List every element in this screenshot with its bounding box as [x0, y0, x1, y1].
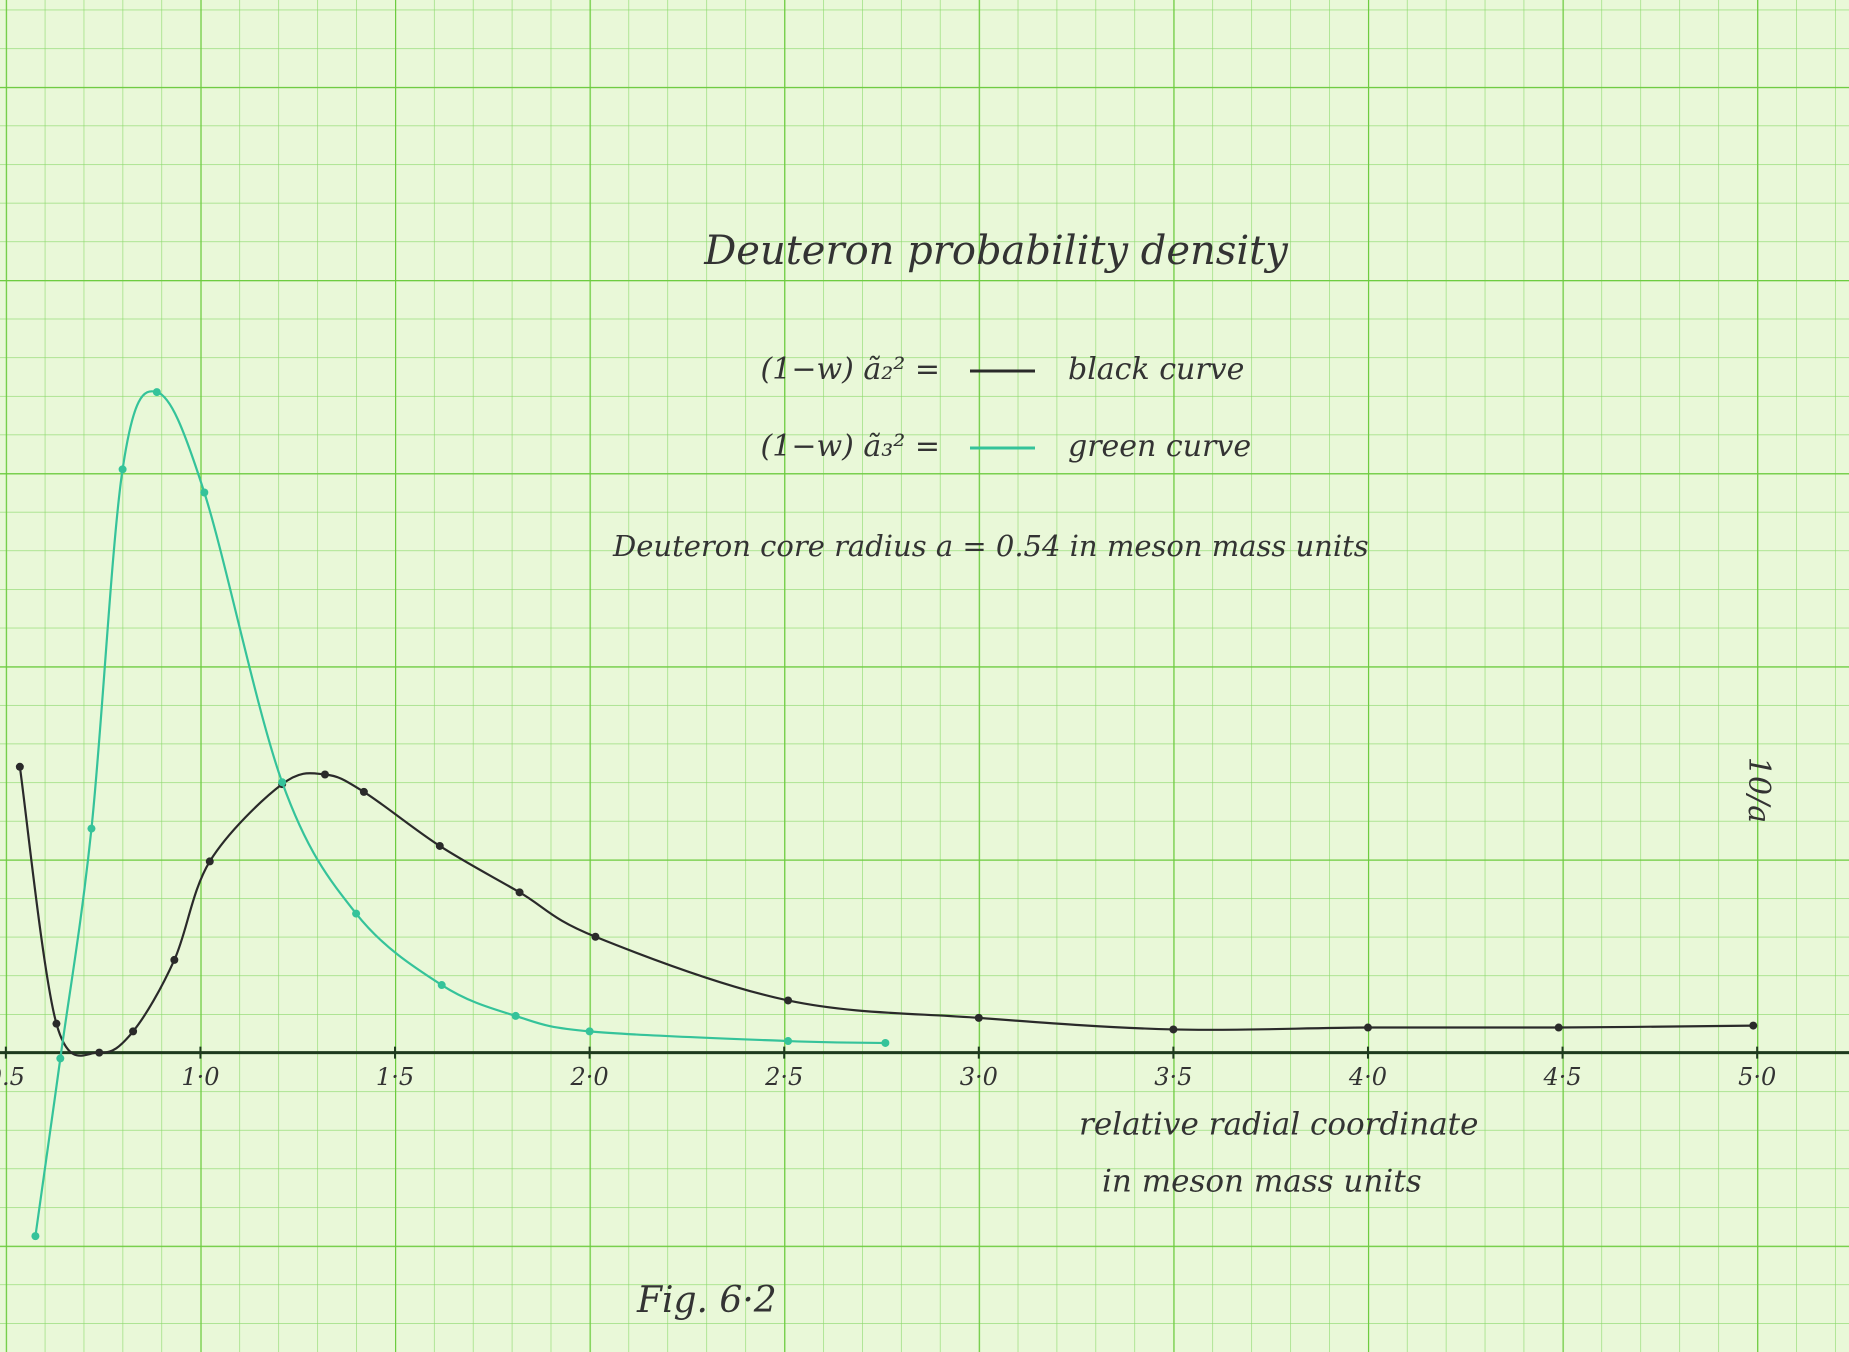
legend-name: (1−w) ã₃² = — [761, 429, 940, 464]
y-axis-label: 10/a — [1741, 757, 1776, 823]
data-point — [16, 763, 24, 771]
page: Deuteron probability density Deuteron co… — [0, 0, 1849, 1352]
data-point — [1169, 1025, 1177, 1033]
legend-label: black curve — [1068, 352, 1244, 387]
x-tick-label: 1·5 — [376, 1063, 414, 1091]
data-point — [1555, 1024, 1563, 1032]
data-point — [278, 778, 286, 786]
data-point — [31, 1232, 39, 1240]
data-point — [321, 771, 329, 779]
x-axis-label: in meson mass units — [1102, 1164, 1422, 1200]
data-point — [438, 981, 446, 989]
data-point — [1749, 1022, 1757, 1030]
data-point — [881, 1039, 889, 1047]
data-point — [436, 842, 444, 850]
legend-name: (1−w) ã₂² = — [761, 352, 940, 387]
data-point — [975, 1014, 983, 1022]
data-point — [206, 857, 214, 865]
data-point — [153, 388, 161, 396]
data-point — [170, 956, 178, 964]
data-point — [129, 1027, 137, 1035]
annotation: Deuteron core radius a = 0.54 in meson m… — [612, 529, 1369, 563]
legend-label: green curve — [1068, 429, 1251, 464]
data-point — [56, 1054, 64, 1062]
x-tick-label: 4·0 — [1348, 1063, 1387, 1091]
data-point — [784, 996, 792, 1004]
data-point — [586, 1027, 594, 1035]
data-point — [1364, 1024, 1372, 1032]
x-tick-label: 0.5 — [0, 1063, 25, 1091]
x-axis-label: relative radial coordinate — [1079, 1107, 1478, 1143]
data-point — [516, 888, 524, 896]
x-tick-label: 2·0 — [570, 1063, 609, 1091]
x-tick-label: 4·5 — [1542, 1063, 1581, 1091]
data-point — [87, 825, 95, 833]
data-point — [360, 788, 368, 796]
x-tick-label: 1·0 — [181, 1063, 219, 1091]
data-point — [95, 1049, 103, 1057]
caption: Fig. 6·2 — [636, 1280, 777, 1321]
x-tick-label: 5·0 — [1738, 1063, 1776, 1091]
data-point — [784, 1037, 792, 1045]
chart: Deuteron probability density Deuteron co… — [0, 0, 1849, 1352]
data-point — [352, 910, 360, 918]
x-tick-label: 2·5 — [764, 1063, 803, 1091]
chart-title: Deuteron probability density — [703, 228, 1289, 274]
data-point — [119, 465, 127, 473]
x-tick-label: 3·5 — [1154, 1063, 1192, 1091]
data-point — [52, 1020, 60, 1028]
graph-paper — [0, 0, 1849, 1352]
data-point — [512, 1012, 520, 1020]
data-point — [200, 489, 208, 497]
data-point — [591, 933, 599, 941]
x-tick-label: 3·0 — [960, 1063, 998, 1091]
